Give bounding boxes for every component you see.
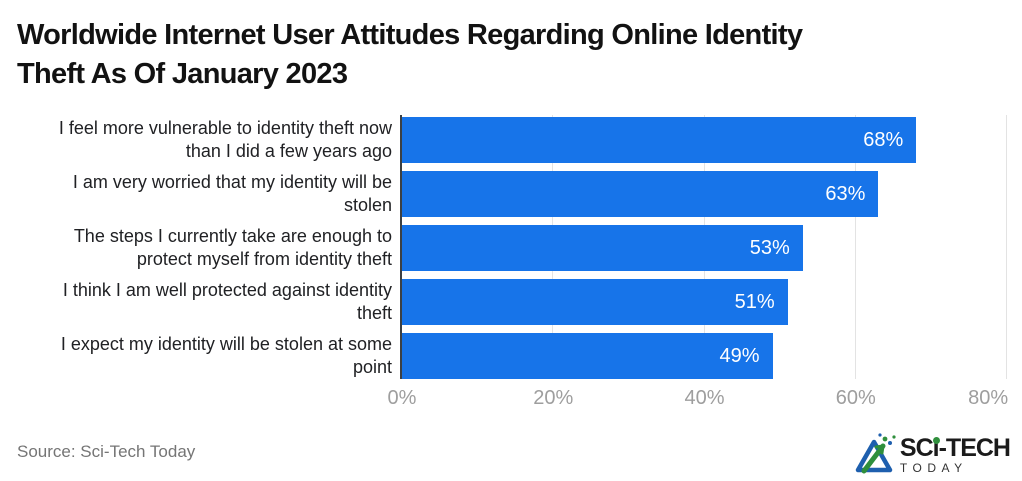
bar-value-label: 49% — [719, 344, 760, 367]
bar-row: 68% — [402, 117, 1007, 163]
bar: 53% — [402, 225, 803, 271]
bar: 49% — [402, 333, 773, 379]
bar-value-label: 63% — [825, 182, 866, 205]
bar-value-label: 68% — [863, 128, 904, 151]
category-label: I expect my identity will be stolen at s… — [60, 334, 392, 377]
x-axis-tick-label: 20% — [533, 387, 574, 409]
x-axis-tick-label: 80% — [968, 387, 1009, 409]
x-axis-tick-label: 40% — [684, 387, 725, 409]
bar: 63% — [402, 171, 879, 217]
bar-value-label: 53% — [749, 236, 790, 259]
chart-title: Worldwide Internet User Attitudes Regard… — [17, 16, 1017, 94]
logo-mark-icon — [855, 433, 896, 474]
bar: 51% — [402, 279, 788, 325]
category-label: I am very worried that my identity will … — [72, 172, 392, 215]
logo-text: SCi -TECH TODAY — [899, 434, 1011, 476]
category-label: I feel more vulnerable to identity theft… — [58, 118, 392, 161]
logo-wordmark: SCi -TECH — [899, 434, 1011, 462]
sci-tech-today-logo: SCi -TECH TODAY — [852, 431, 1011, 476]
x-axis-tick-label: 60% — [835, 387, 876, 409]
chart-title-line1: Worldwide Internet User Attitudes Regard… — [17, 19, 803, 51]
logo-subtext: TODAY — [899, 461, 968, 475]
category-label: I think I am well protected against iden… — [62, 280, 392, 323]
bar-row: 51% — [402, 279, 1007, 325]
gridline — [1006, 115, 1007, 379]
x-axis-tick-label: 0% — [387, 387, 417, 409]
category-label: The steps I currently take are enough to… — [73, 226, 392, 269]
bar-value-label: 51% — [734, 290, 775, 313]
bar-row: 53% — [402, 225, 1007, 271]
category-labels: I feel more vulnerable to identity theft… — [0, 115, 392, 379]
gridline — [854, 115, 856, 379]
bar-row: 49% — [402, 333, 1007, 379]
x-axis: 0% 20% 40% 60% 80% — [388, 387, 1009, 411]
bar-row: 63% — [402, 171, 1007, 217]
bars: 68% 63% 53% 51% 49% — [402, 115, 1007, 379]
plot-area: 68% 63% 53% 51% 49% — [400, 115, 1007, 379]
bar: 68% — [402, 117, 917, 163]
logo-i-dot — [932, 437, 940, 444]
source-note: Source: Sci-Tech Today — [17, 442, 196, 461]
y-axis-line — [400, 115, 402, 379]
chart-title-line2: Theft As Of January 2023 — [17, 58, 348, 90]
